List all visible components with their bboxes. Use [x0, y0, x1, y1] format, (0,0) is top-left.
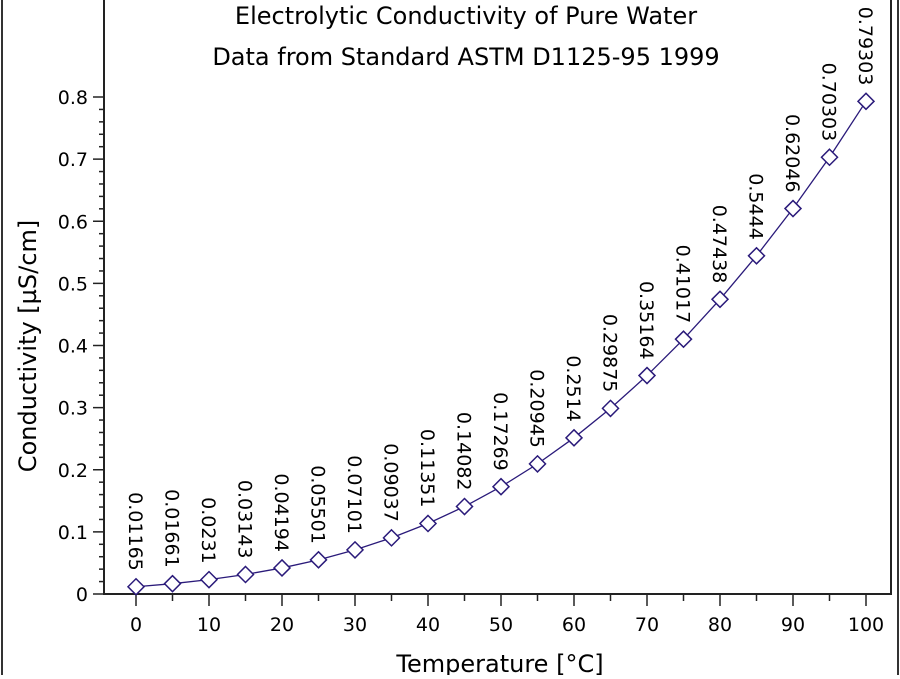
data-label: 0.09037 — [380, 443, 402, 522]
data-point-marker — [199, 570, 219, 589]
data-point-marker — [601, 399, 620, 418]
data-label: 0.01165 — [124, 492, 146, 571]
data-label: 0.35164 — [635, 281, 657, 360]
x-tick-label: 70 — [635, 614, 659, 636]
y-tick-label: 0.7 — [58, 149, 88, 171]
data-label: 0.62046 — [781, 114, 803, 193]
x-tick-label: 0 — [130, 614, 142, 636]
data-label: 0.05501 — [307, 465, 329, 544]
chart-title: Electrolytic Conductivity of Pure Water — [235, 2, 697, 30]
data-label: 0.41017 — [672, 245, 694, 324]
data-label: 0.17269 — [489, 392, 511, 471]
x-tick-label: 30 — [343, 614, 367, 636]
x-axis-label: Temperature [°C] — [395, 650, 603, 675]
x-tick-label: 10 — [197, 614, 221, 636]
y-tick-label: 0 — [76, 584, 88, 606]
data-point-marker — [783, 199, 803, 218]
data-point-marker — [564, 428, 584, 447]
data-label: 0.2514 — [562, 355, 584, 421]
data-label: 0.03143 — [234, 480, 256, 559]
y-axis-label: Conductivity [µS/cm] — [14, 220, 42, 472]
y-tick-label: 0.8 — [58, 87, 88, 109]
data-label: 0.01661 — [161, 489, 183, 568]
data-label: 0.0231 — [197, 497, 219, 563]
x-tick-label: 90 — [781, 614, 805, 636]
x-tick-label: 50 — [489, 614, 513, 636]
data-point-marker — [382, 528, 401, 547]
y-tick-label: 0.3 — [58, 398, 88, 420]
data-label: 0.47438 — [708, 205, 730, 284]
data-label: 0.20945 — [526, 369, 548, 448]
data-point-marker — [418, 514, 438, 533]
data-label: 0.70303 — [818, 63, 840, 142]
data-label: 0.79303 — [854, 7, 876, 86]
data-point-marker — [491, 477, 511, 496]
data-label: 0.04194 — [270, 473, 292, 552]
x-tick-label: 20 — [270, 614, 294, 636]
data-label: 0.29875 — [599, 314, 621, 393]
data-label: 0.5444 — [745, 173, 767, 239]
data-point-marker — [747, 246, 766, 265]
data-point-marker — [856, 92, 876, 111]
data-point-marker — [272, 558, 292, 578]
data-point-marker — [820, 148, 839, 167]
y-tick-label: 0.1 — [58, 522, 88, 544]
data-label: 0.11351 — [416, 429, 438, 508]
x-tick-label: 100 — [848, 614, 884, 636]
y-tick-label: 0.6 — [58, 211, 88, 233]
data-label: 0.07101 — [343, 455, 365, 534]
x-tick-label: 40 — [416, 614, 440, 636]
x-tick-label: 80 — [708, 614, 732, 636]
data-label: 0.14082 — [453, 412, 475, 491]
data-point-marker — [126, 577, 146, 596]
data-point-marker — [236, 565, 255, 584]
data-point-marker — [345, 540, 365, 559]
axes: 0 0.1 0.2 0.3 0.4 0.5 0.6 0.7 0.8 0 10 20 30 40 50 60 70… — [58, 0, 892, 636]
data-point-marker — [637, 366, 657, 385]
series: 0.01165 0.01661 0.0231 0.03143 0.04194 0.0550… — [124, 7, 876, 596]
data-point-marker — [309, 550, 328, 569]
y-tick-label: 0.5 — [58, 273, 88, 295]
data-point-marker — [528, 454, 547, 473]
data-point-marker — [163, 574, 182, 593]
data-point-marker — [710, 290, 730, 309]
plot-frame — [103, 0, 892, 595]
data-point-marker — [455, 497, 474, 516]
y-tick-label: 0.2 — [58, 460, 88, 482]
data-point-marker — [674, 330, 693, 349]
y-tick-label: 0.4 — [58, 336, 88, 358]
chart-subtitle: Data from Standard ASTM D1125-95 1999 — [212, 43, 719, 71]
x-tick-label: 60 — [562, 614, 586, 636]
